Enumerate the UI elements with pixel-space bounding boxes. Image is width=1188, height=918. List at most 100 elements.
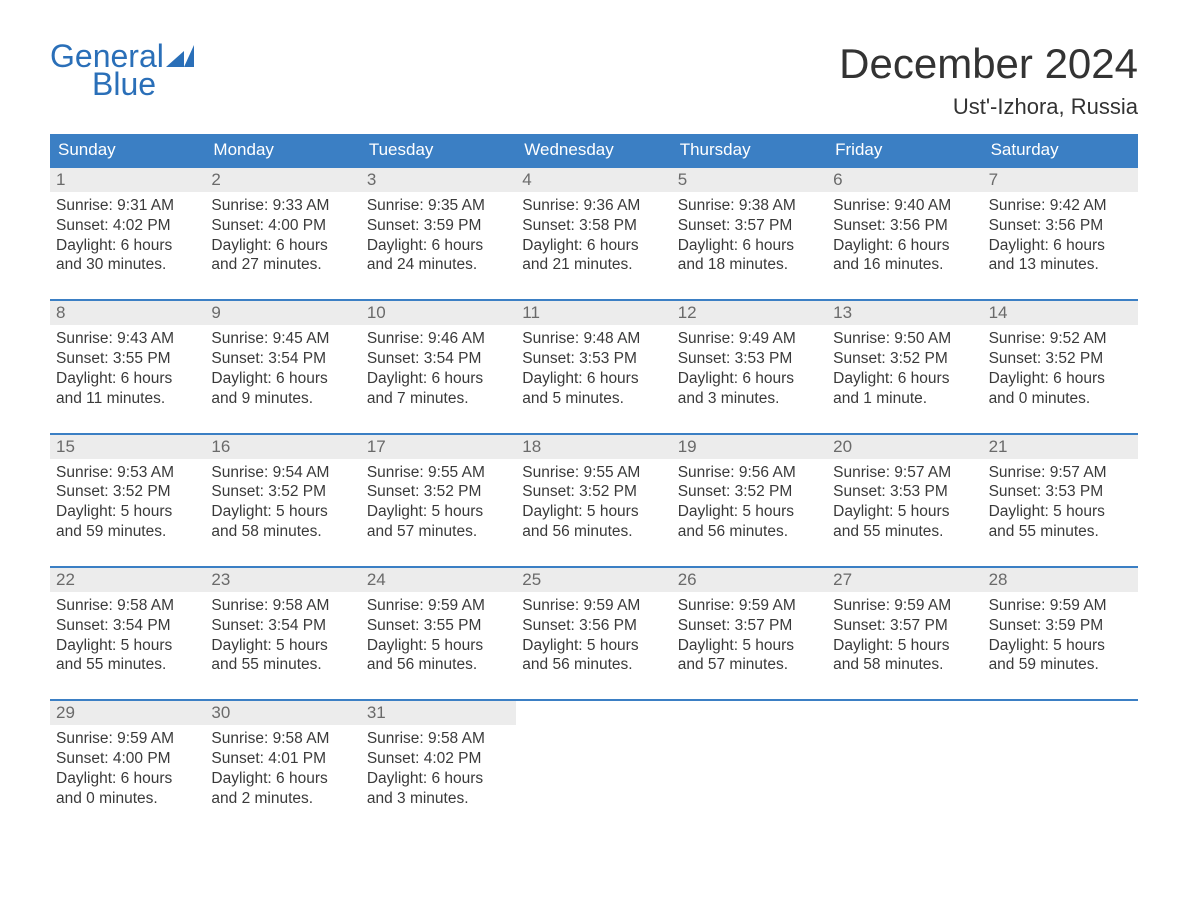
- day-sunset: Sunset: 3:57 PM: [833, 616, 976, 636]
- day-cell: 21Sunrise: 9:57 AMSunset: 3:53 PMDayligh…: [983, 435, 1138, 542]
- dow-saturday: Saturday: [983, 134, 1138, 166]
- day-d2: and 56 minutes.: [522, 522, 665, 542]
- dow-thursday: Thursday: [672, 134, 827, 166]
- day-number: 15: [50, 435, 205, 459]
- logo: General Blue: [50, 40, 194, 100]
- day-sunrise: Sunrise: 9:59 AM: [522, 596, 665, 616]
- day-number: [672, 701, 827, 705]
- day-cell: 3Sunrise: 9:35 AMSunset: 3:59 PMDaylight…: [361, 168, 516, 275]
- day-number: 31: [361, 701, 516, 725]
- day-d1: Daylight: 6 hours: [522, 369, 665, 389]
- day-sunset: Sunset: 3:52 PM: [522, 482, 665, 502]
- calendar: Sunday Monday Tuesday Wednesday Thursday…: [50, 134, 1138, 809]
- day-sunset: Sunset: 3:59 PM: [989, 616, 1132, 636]
- day-sunset: Sunset: 3:52 PM: [211, 482, 354, 502]
- day-cell: 6Sunrise: 9:40 AMSunset: 3:56 PMDaylight…: [827, 168, 982, 275]
- day-cell: 7Sunrise: 9:42 AMSunset: 3:56 PMDaylight…: [983, 168, 1138, 275]
- day-d1: Daylight: 5 hours: [211, 636, 354, 656]
- day-d2: and 55 minutes.: [833, 522, 976, 542]
- day-sunset: Sunset: 3:53 PM: [678, 349, 821, 369]
- day-cell: 14Sunrise: 9:52 AMSunset: 3:52 PMDayligh…: [983, 301, 1138, 408]
- day-details: Sunrise: 9:35 AMSunset: 3:59 PMDaylight:…: [361, 192, 516, 275]
- day-details: Sunrise: 9:58 AMSunset: 4:02 PMDaylight:…: [361, 725, 516, 808]
- day-details: Sunrise: 9:40 AMSunset: 3:56 PMDaylight:…: [827, 192, 982, 275]
- day-d1: Daylight: 5 hours: [833, 636, 976, 656]
- day-cell: [983, 701, 1138, 808]
- day-sunrise: Sunrise: 9:40 AM: [833, 196, 976, 216]
- day-cell: 2Sunrise: 9:33 AMSunset: 4:00 PMDaylight…: [205, 168, 360, 275]
- day-sunset: Sunset: 4:02 PM: [56, 216, 199, 236]
- location-label: Ust'-Izhora, Russia: [839, 94, 1138, 120]
- day-sunset: Sunset: 3:54 PM: [211, 616, 354, 636]
- day-number: 24: [361, 568, 516, 592]
- day-number: 6: [827, 168, 982, 192]
- day-cell: [827, 701, 982, 808]
- day-cell: 24Sunrise: 9:59 AMSunset: 3:55 PMDayligh…: [361, 568, 516, 675]
- day-sunset: Sunset: 3:57 PM: [678, 616, 821, 636]
- title-block: December 2024 Ust'-Izhora, Russia: [839, 40, 1138, 120]
- day-d2: and 56 minutes.: [367, 655, 510, 675]
- day-sunrise: Sunrise: 9:46 AM: [367, 329, 510, 349]
- day-sunset: Sunset: 3:56 PM: [522, 616, 665, 636]
- day-details: Sunrise: 9:38 AMSunset: 3:57 PMDaylight:…: [672, 192, 827, 275]
- dow-monday: Monday: [205, 134, 360, 166]
- day-d1: Daylight: 5 hours: [522, 636, 665, 656]
- day-sunrise: Sunrise: 9:59 AM: [833, 596, 976, 616]
- day-details: Sunrise: 9:33 AMSunset: 4:00 PMDaylight:…: [205, 192, 360, 275]
- day-cell: 23Sunrise: 9:58 AMSunset: 3:54 PMDayligh…: [205, 568, 360, 675]
- day-d1: Daylight: 6 hours: [678, 236, 821, 256]
- day-sunrise: Sunrise: 9:58 AM: [211, 729, 354, 749]
- day-details: Sunrise: 9:49 AMSunset: 3:53 PMDaylight:…: [672, 325, 827, 408]
- day-d2: and 18 minutes.: [678, 255, 821, 275]
- day-sunrise: Sunrise: 9:57 AM: [989, 463, 1132, 483]
- day-number: 23: [205, 568, 360, 592]
- day-d2: and 21 minutes.: [522, 255, 665, 275]
- day-d2: and 5 minutes.: [522, 389, 665, 409]
- week-row: 22Sunrise: 9:58 AMSunset: 3:54 PMDayligh…: [50, 566, 1138, 675]
- day-cell: 10Sunrise: 9:46 AMSunset: 3:54 PMDayligh…: [361, 301, 516, 408]
- day-sunset: Sunset: 3:56 PM: [833, 216, 976, 236]
- day-number: 9: [205, 301, 360, 325]
- day-details: Sunrise: 9:58 AMSunset: 3:54 PMDaylight:…: [205, 592, 360, 675]
- day-number: 30: [205, 701, 360, 725]
- day-details: Sunrise: 9:57 AMSunset: 3:53 PMDaylight:…: [983, 459, 1138, 542]
- day-d1: Daylight: 6 hours: [56, 769, 199, 789]
- day-d2: and 58 minutes.: [211, 522, 354, 542]
- logo-mark-icon: [166, 45, 194, 67]
- day-details: Sunrise: 9:56 AMSunset: 3:52 PMDaylight:…: [672, 459, 827, 542]
- day-sunrise: Sunrise: 9:31 AM: [56, 196, 199, 216]
- day-sunset: Sunset: 3:52 PM: [367, 482, 510, 502]
- day-sunrise: Sunrise: 9:38 AM: [678, 196, 821, 216]
- day-d2: and 16 minutes.: [833, 255, 976, 275]
- dow-tuesday: Tuesday: [361, 134, 516, 166]
- day-cell: 29Sunrise: 9:59 AMSunset: 4:00 PMDayligh…: [50, 701, 205, 808]
- day-details: Sunrise: 9:54 AMSunset: 3:52 PMDaylight:…: [205, 459, 360, 542]
- page-title: December 2024: [839, 40, 1138, 88]
- day-number: 4: [516, 168, 671, 192]
- day-sunrise: Sunrise: 9:55 AM: [522, 463, 665, 483]
- day-d2: and 56 minutes.: [522, 655, 665, 675]
- day-d1: Daylight: 5 hours: [522, 502, 665, 522]
- day-details: Sunrise: 9:57 AMSunset: 3:53 PMDaylight:…: [827, 459, 982, 542]
- dow-sunday: Sunday: [50, 134, 205, 166]
- day-details: Sunrise: 9:59 AMSunset: 3:56 PMDaylight:…: [516, 592, 671, 675]
- day-number: 2: [205, 168, 360, 192]
- day-number: 7: [983, 168, 1138, 192]
- dow-friday: Friday: [827, 134, 982, 166]
- day-details: Sunrise: 9:31 AMSunset: 4:02 PMDaylight:…: [50, 192, 205, 275]
- day-d1: Daylight: 5 hours: [56, 502, 199, 522]
- day-d1: Daylight: 5 hours: [989, 636, 1132, 656]
- day-d2: and 0 minutes.: [56, 789, 199, 809]
- day-sunset: Sunset: 4:01 PM: [211, 749, 354, 769]
- day-cell: [672, 701, 827, 808]
- day-number: 14: [983, 301, 1138, 325]
- day-d1: Daylight: 6 hours: [367, 369, 510, 389]
- day-number: 25: [516, 568, 671, 592]
- day-d1: Daylight: 6 hours: [678, 369, 821, 389]
- day-d2: and 57 minutes.: [678, 655, 821, 675]
- day-d2: and 24 minutes.: [367, 255, 510, 275]
- day-sunset: Sunset: 3:52 PM: [833, 349, 976, 369]
- day-sunset: Sunset: 3:55 PM: [56, 349, 199, 369]
- day-sunrise: Sunrise: 9:58 AM: [56, 596, 199, 616]
- day-number: 11: [516, 301, 671, 325]
